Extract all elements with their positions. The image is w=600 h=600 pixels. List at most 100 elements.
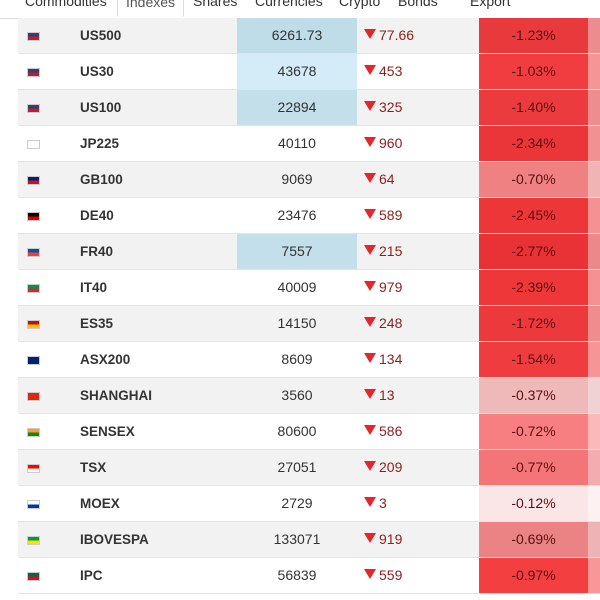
price: 56839: [277, 567, 317, 583]
tab[interactable]: Crypto: [339, 0, 381, 9]
change: 209: [357, 450, 479, 485]
percent-change: -0.72%: [479, 414, 588, 449]
price: 133071: [273, 531, 321, 547]
tab[interactable]: Indexes: [117, 0, 185, 17]
table-row[interactable]: ASX200 8609 134 -1.54%: [18, 342, 600, 378]
table-row[interactable]: IPC 56839 559 -0.97%: [18, 558, 600, 594]
percent-change: -2.77%: [479, 234, 588, 269]
flag-icon: [27, 176, 40, 185]
index-name: MOEX: [80, 496, 120, 511]
index-name: TSX: [80, 460, 107, 475]
change: 453: [357, 54, 479, 89]
table-row[interactable]: MOEX 2729 3 -0.12%: [18, 486, 600, 522]
table-row[interactable]: US100 22894 325 -1.40%: [18, 90, 600, 126]
change-value: 979: [379, 279, 403, 295]
index-name: ASX200: [80, 352, 131, 367]
change-value: 589: [379, 207, 403, 223]
change: 325: [357, 90, 479, 125]
tab[interactable]: Shares: [193, 0, 238, 9]
price: 40009: [277, 279, 317, 295]
index-name: US30: [80, 64, 114, 79]
percent-change: -2.45%: [479, 198, 588, 233]
price: 22894: [237, 90, 357, 125]
next-column: [588, 18, 600, 53]
next-column: [588, 342, 600, 377]
flag-icon: [27, 248, 40, 257]
table-row[interactable]: SENSEX 80600 586 -0.72%: [18, 414, 600, 450]
percent-change: -1.23%: [479, 18, 588, 53]
change-value: 559: [379, 567, 403, 583]
table-row[interactable]: IBOVESPA 133071 919 -0.69%: [18, 522, 600, 558]
change: 13: [357, 378, 479, 413]
index-name: US500: [80, 28, 122, 43]
price: 40110: [278, 135, 316, 151]
next-column: [588, 54, 600, 89]
change: 215: [357, 234, 479, 269]
tab[interactable]: Currencies: [255, 0, 323, 9]
down-arrow: [364, 29, 376, 39]
flag-icon: [27, 536, 40, 545]
table-row[interactable]: DE40 23476 589 -2.45%: [18, 198, 600, 234]
down-arrow: [364, 65, 376, 75]
change-value: 453: [379, 63, 403, 79]
down-arrow: [364, 569, 376, 579]
price: 8609: [281, 351, 313, 367]
index-name: SHANGHAI: [80, 388, 153, 403]
change: 134: [357, 342, 479, 377]
next-column: [588, 450, 600, 485]
down-arrow: [364, 317, 376, 327]
next-column: [588, 522, 600, 557]
index-name: ES35: [80, 316, 114, 331]
flag-icon: [27, 284, 40, 293]
change-value: 248: [379, 315, 403, 331]
down-arrow: [364, 245, 376, 255]
change: 248: [357, 306, 479, 341]
index-name: JP225: [80, 136, 120, 151]
next-column: [588, 198, 600, 233]
flag-icon: [27, 428, 40, 437]
next-column: [588, 162, 600, 197]
price: 80600: [277, 423, 317, 439]
next-column: [588, 126, 600, 161]
index-name: GB100: [80, 172, 123, 187]
price: 9069: [281, 171, 313, 187]
table-row[interactable]: JP225 40110 960 -2.34%: [18, 126, 600, 162]
index-name: IBOVESPA: [80, 532, 149, 547]
change: 77.66: [357, 18, 479, 53]
table-row[interactable]: US500 6261.73 77.66 -1.23%: [18, 18, 600, 54]
table-row[interactable]: TSX 27051 209 -0.77%: [18, 450, 600, 486]
change: 64: [357, 162, 479, 197]
down-arrow: [364, 173, 376, 183]
percent-change: -0.12%: [479, 486, 588, 521]
next-column: [588, 306, 600, 341]
percent-change: -0.69%: [479, 522, 588, 557]
price: 6261.73: [237, 18, 357, 53]
index-name: DE40: [80, 208, 114, 223]
table-row[interactable]: IT40 40009 979 -2.39%: [18, 270, 600, 306]
table-row[interactable]: ES35 14150 248 -1.72%: [18, 306, 600, 342]
change-value: 77.66: [379, 27, 415, 43]
down-arrow: [364, 425, 376, 435]
table-row[interactable]: US30 43678 453 -1.03%: [18, 54, 600, 90]
change-value: 215: [379, 243, 403, 259]
change-value: 64: [379, 171, 395, 187]
change: 960: [357, 126, 479, 161]
next-column: [588, 90, 600, 125]
percent-change: -2.34%: [479, 126, 588, 161]
change-value: 960: [379, 135, 403, 151]
flag-icon: [27, 356, 40, 365]
price: 23476: [277, 207, 317, 223]
tab[interactable]: Bonds: [398, 0, 438, 9]
table-row[interactable]: SHANGHAI 3560 13 -0.37%: [18, 378, 600, 414]
tab[interactable]: Export: [470, 0, 511, 9]
change-value: 134: [379, 351, 403, 367]
table-row[interactable]: FR40 7557 215 -2.77%: [18, 234, 600, 270]
next-column: [588, 270, 600, 305]
percent-change: -1.03%: [479, 54, 588, 89]
change: 559: [357, 558, 479, 593]
down-arrow: [364, 497, 376, 507]
percent-change: -1.54%: [479, 342, 588, 377]
table-row[interactable]: GB100 9069 64 -0.70%: [18, 162, 600, 198]
tab[interactable]: Commodities: [25, 0, 107, 9]
index-name: IT40: [80, 280, 108, 295]
